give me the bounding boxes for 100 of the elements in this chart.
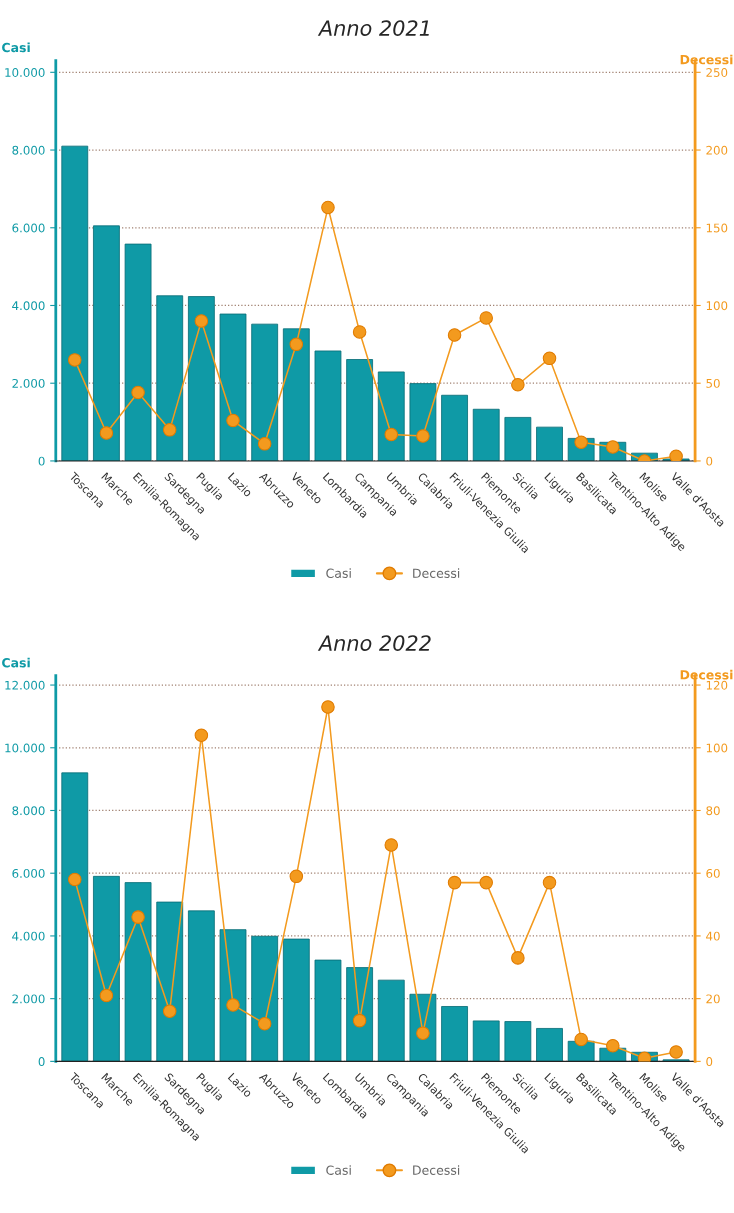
chart-title: Anno 2021 <box>317 20 429 36</box>
y2-tick-label: 100 <box>706 301 728 311</box>
bar <box>536 1028 563 1062</box>
y-tick-label: 10.000 <box>5 68 45 77</box>
point <box>162 423 177 437</box>
legend-label: Decessi <box>413 1165 460 1175</box>
point <box>511 951 525 965</box>
point <box>447 328 462 342</box>
point <box>574 1032 588 1047</box>
bar <box>472 408 500 461</box>
bar <box>251 323 279 461</box>
y-tick-label: 12.000 <box>5 680 45 690</box>
point <box>131 385 145 400</box>
point <box>542 351 557 366</box>
y2-tick-label: 40 <box>706 931 720 941</box>
y2-tick-label: 120 <box>706 680 728 690</box>
y-tick-label: 4.000 <box>12 931 45 941</box>
y-tick-label: 10.000 <box>5 743 45 753</box>
y2-tick-label: 200 <box>706 145 728 155</box>
y2-tick-label: 60 <box>706 868 720 878</box>
bar <box>156 295 184 461</box>
bar <box>219 313 247 461</box>
point <box>226 413 240 428</box>
point <box>416 1026 430 1040</box>
point <box>542 875 557 890</box>
y-tick-label: 2.000 <box>12 994 45 1004</box>
bar <box>61 772 89 1062</box>
point <box>68 872 82 887</box>
y-tick-label: 2.000 <box>12 378 45 388</box>
legend-label: Casi <box>326 568 351 578</box>
legend-label: Decessi <box>413 568 460 578</box>
bar <box>156 901 184 1062</box>
point <box>606 1038 620 1053</box>
point <box>289 869 304 884</box>
bar <box>124 882 152 1062</box>
y-tick-label: 0 <box>38 1057 45 1067</box>
point <box>194 314 209 328</box>
y2-axis-title: Decessi <box>680 54 733 65</box>
bar <box>282 938 310 1062</box>
bar <box>219 929 247 1062</box>
point <box>321 700 335 714</box>
point <box>479 311 493 325</box>
bar <box>187 910 215 1062</box>
legend-label: Casi <box>326 1165 351 1175</box>
y-tick-label: 4.000 <box>12 301 45 311</box>
point <box>479 875 493 890</box>
y2-tick-label: 0 <box>706 1057 713 1067</box>
bar <box>377 979 405 1062</box>
bar <box>314 959 342 1062</box>
point <box>352 325 367 339</box>
bar <box>346 359 374 461</box>
bar <box>124 243 152 461</box>
point <box>321 200 335 215</box>
point <box>226 998 240 1012</box>
point <box>669 1045 683 1059</box>
point <box>637 1051 652 1062</box>
y-tick-label: 0 <box>38 456 45 466</box>
point <box>416 429 430 443</box>
y-tick-label: 8.000 <box>12 806 45 816</box>
y2-tick-label: 100 <box>706 743 728 753</box>
point <box>669 449 683 461</box>
y2-tick-label: 20 <box>706 994 720 1004</box>
bar <box>377 371 405 461</box>
point <box>194 728 209 742</box>
y-axis-title: Casi <box>2 42 30 53</box>
y2-tick-label: 250 <box>706 68 728 77</box>
bar <box>282 328 310 461</box>
point <box>68 353 82 367</box>
point <box>511 378 525 392</box>
point <box>131 910 145 924</box>
bar <box>441 1006 468 1062</box>
y2-axis-title: Decessi <box>680 669 733 680</box>
y2-tick-label: 80 <box>706 806 720 816</box>
point <box>257 1016 272 1031</box>
point <box>162 1004 177 1018</box>
y2-tick-label: 150 <box>706 223 728 233</box>
y-axis-title: Casi <box>2 657 30 668</box>
point <box>447 875 462 890</box>
y-tick-label: 6.000 <box>12 868 45 878</box>
bar <box>504 416 532 461</box>
point <box>99 988 114 1003</box>
y2-tick-label: 50 <box>706 378 720 388</box>
y-tick-label: 6.000 <box>12 223 45 233</box>
bar <box>61 145 89 461</box>
bar <box>93 875 120 1062</box>
bar <box>187 296 215 461</box>
y2-tick-label: 0 <box>706 456 713 466</box>
chart-title: Anno 2022 <box>317 635 431 651</box>
point <box>257 437 272 451</box>
y-tick-label: 8.000 <box>12 145 45 155</box>
bar <box>93 225 120 461</box>
point <box>289 337 304 352</box>
point <box>99 426 114 440</box>
bar <box>536 426 563 461</box>
bar <box>472 1020 500 1062</box>
bar <box>504 1021 532 1062</box>
bar <box>441 394 468 461</box>
bar <box>251 935 279 1062</box>
bar <box>314 350 342 461</box>
point <box>384 838 399 852</box>
